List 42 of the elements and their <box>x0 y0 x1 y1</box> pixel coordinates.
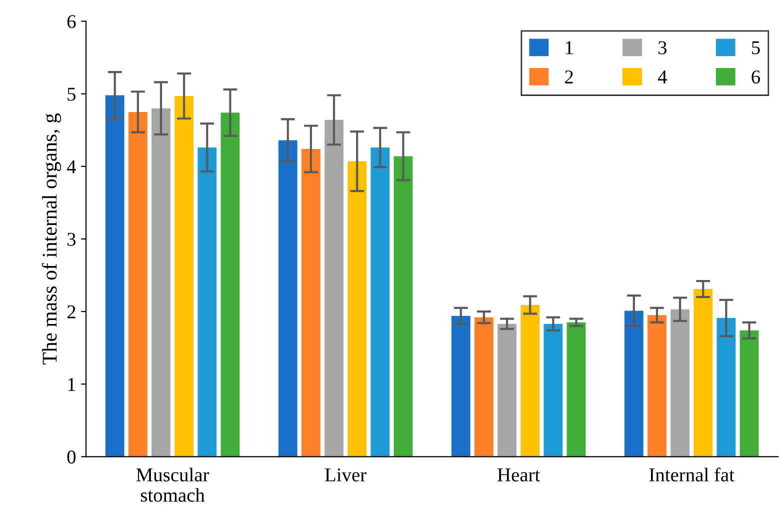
x-tick-label: Muscular stomach <box>136 468 210 502</box>
bar <box>474 317 494 457</box>
y-tick-label: 5 <box>68 88 76 101</box>
bar <box>544 324 563 457</box>
bar <box>716 318 736 457</box>
legend-label: 2 <box>565 70 573 84</box>
y-tick-label: 3 <box>68 232 76 246</box>
bar <box>324 120 344 457</box>
bar <box>128 112 148 457</box>
y-tick-label: 6 <box>67 15 76 28</box>
legend-label: 4 <box>658 70 667 84</box>
bar <box>451 316 470 457</box>
bar <box>370 148 390 457</box>
y-tick-label: 4 <box>66 160 76 174</box>
bar <box>105 95 124 457</box>
x-tick-label: Heart <box>498 468 540 482</box>
bar <box>648 315 666 457</box>
x-tick-label: Internal fat <box>649 468 734 482</box>
bar <box>740 330 759 457</box>
legend-label: 6 <box>752 70 760 84</box>
bar <box>301 148 320 457</box>
bar <box>220 112 240 457</box>
bar <box>624 310 644 457</box>
y-tick-label: 0 <box>67 450 76 464</box>
bar <box>174 96 194 457</box>
bar <box>198 148 217 457</box>
legend-label: 1 <box>566 41 573 54</box>
y-tick-label: 2 <box>67 305 76 318</box>
y-tick-label: 1 <box>68 378 76 391</box>
bar <box>694 289 713 457</box>
bar <box>348 161 367 457</box>
legend-label: 5 <box>752 41 760 54</box>
bar <box>670 309 690 457</box>
bar <box>498 324 516 457</box>
bar <box>152 108 170 457</box>
legend-label: 3 <box>658 41 666 54</box>
bar <box>566 322 586 457</box>
bar <box>520 304 540 457</box>
bar <box>394 156 413 457</box>
y-axis-title: The mass of internal organs, g <box>42 113 62 365</box>
x-tick-label: Liver <box>325 468 366 482</box>
bar <box>278 140 298 457</box>
